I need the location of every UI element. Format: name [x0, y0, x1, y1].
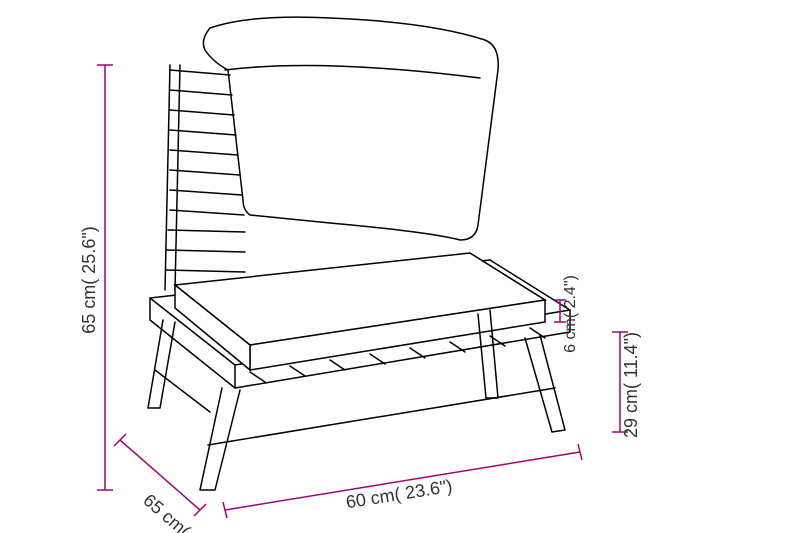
dim-height-back: 65 cm( 25.6"): [79, 65, 113, 490]
chair-drawing: [148, 17, 570, 490]
dim-seat-height-label: 29 cm( 11.4"): [621, 332, 641, 438]
dim-depth-label: 65 cm( 25.6"): [139, 490, 233, 533]
dim-seat-height: 29 cm( 11.4"): [612, 332, 641, 438]
back-cushion: [203, 17, 498, 240]
dim-depth: 65 cm( 25.6"): [114, 434, 234, 533]
dim-cushion-thk-label: 6 cm( 2.4"): [562, 275, 579, 353]
dim-cushion-thickness: 6 cm( 2.4"): [554, 275, 579, 353]
dim-height-back-label: 65 cm( 25.6"): [79, 226, 99, 333]
dim-width: 60 cm( 23.6"): [223, 444, 582, 518]
